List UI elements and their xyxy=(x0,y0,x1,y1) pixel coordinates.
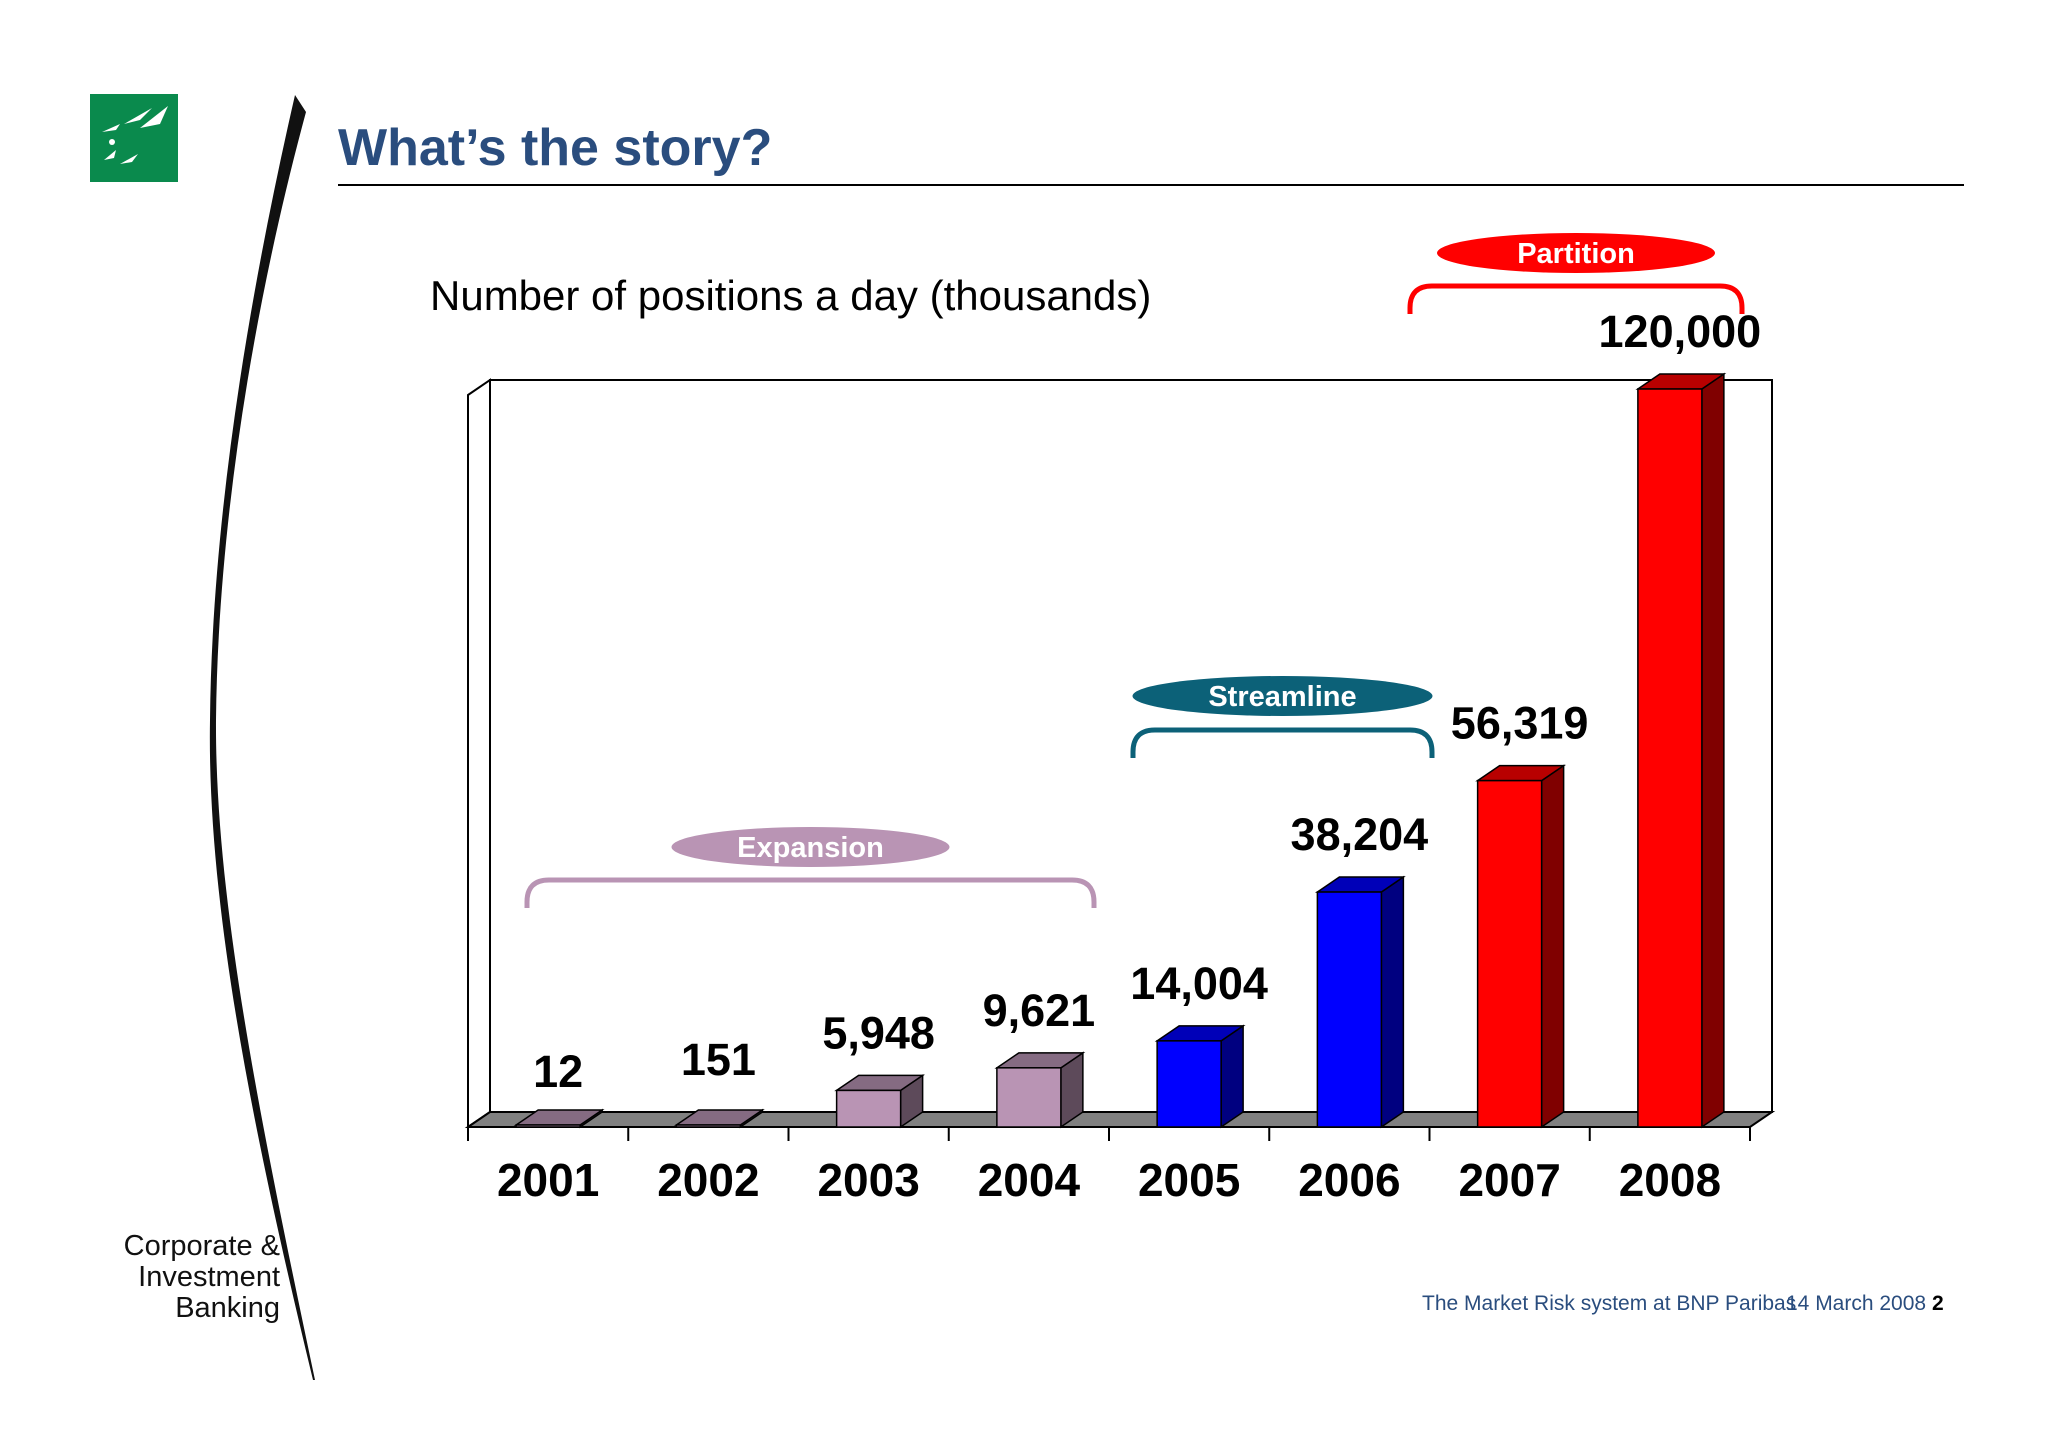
bar-side xyxy=(1221,1026,1243,1127)
phase-label: Partition xyxy=(1517,238,1635,270)
bar-value-label: 9,621 xyxy=(983,985,1096,1036)
footer-text: The Market Risk system at BNP Paribas xyxy=(1422,1292,1796,1316)
category-tick-label: 2004 xyxy=(978,1154,1081,1206)
phase-label: Streamline xyxy=(1208,681,1356,713)
category-tick-label: 2006 xyxy=(1298,1154,1400,1206)
bar-value-label: 151 xyxy=(681,1034,756,1085)
footer-date: 14 March 2008 xyxy=(1786,1292,1926,1316)
category-tick-label: 2008 xyxy=(1619,1154,1721,1206)
chart-floor xyxy=(468,1112,1772,1127)
bar-value-label: 12 xyxy=(533,1046,583,1097)
bar-front xyxy=(1157,1041,1221,1127)
division-brand: Corporate & Investment Banking xyxy=(124,1231,280,1324)
category-tick-label: 2001 xyxy=(497,1154,599,1206)
bar-side xyxy=(1542,766,1564,1127)
brand-line: Corporate & xyxy=(124,1231,280,1262)
category-tick-label: 2003 xyxy=(817,1154,919,1206)
page-number: 2 xyxy=(1932,1292,1944,1316)
phase-label: Expansion xyxy=(737,832,884,864)
bar-front xyxy=(1317,892,1381,1127)
chart-side-wall xyxy=(468,380,490,1127)
bar-front xyxy=(997,1068,1061,1127)
category-tick-label: 2007 xyxy=(1458,1154,1560,1206)
category-tick-label: 2002 xyxy=(657,1154,759,1206)
brand-line: Banking xyxy=(124,1293,280,1324)
bar-front xyxy=(837,1090,901,1127)
bar-front xyxy=(676,1125,740,1127)
category-tick-label: 2005 xyxy=(1138,1154,1240,1206)
bar-side xyxy=(1381,877,1403,1127)
bar-value-label: 56,319 xyxy=(1451,698,1589,749)
bar-value-label: 5,948 xyxy=(822,1007,935,1058)
bar-side xyxy=(1702,374,1724,1127)
bar-value-label: 120,000 xyxy=(1599,306,1762,357)
bar-front xyxy=(1638,389,1702,1127)
bar-front xyxy=(516,1125,580,1127)
brand-line: Investment xyxy=(124,1262,280,1293)
bar-value-label: 14,004 xyxy=(1130,958,1268,1009)
bar-value-label: 38,204 xyxy=(1291,809,1429,860)
bar-front xyxy=(1478,781,1542,1127)
